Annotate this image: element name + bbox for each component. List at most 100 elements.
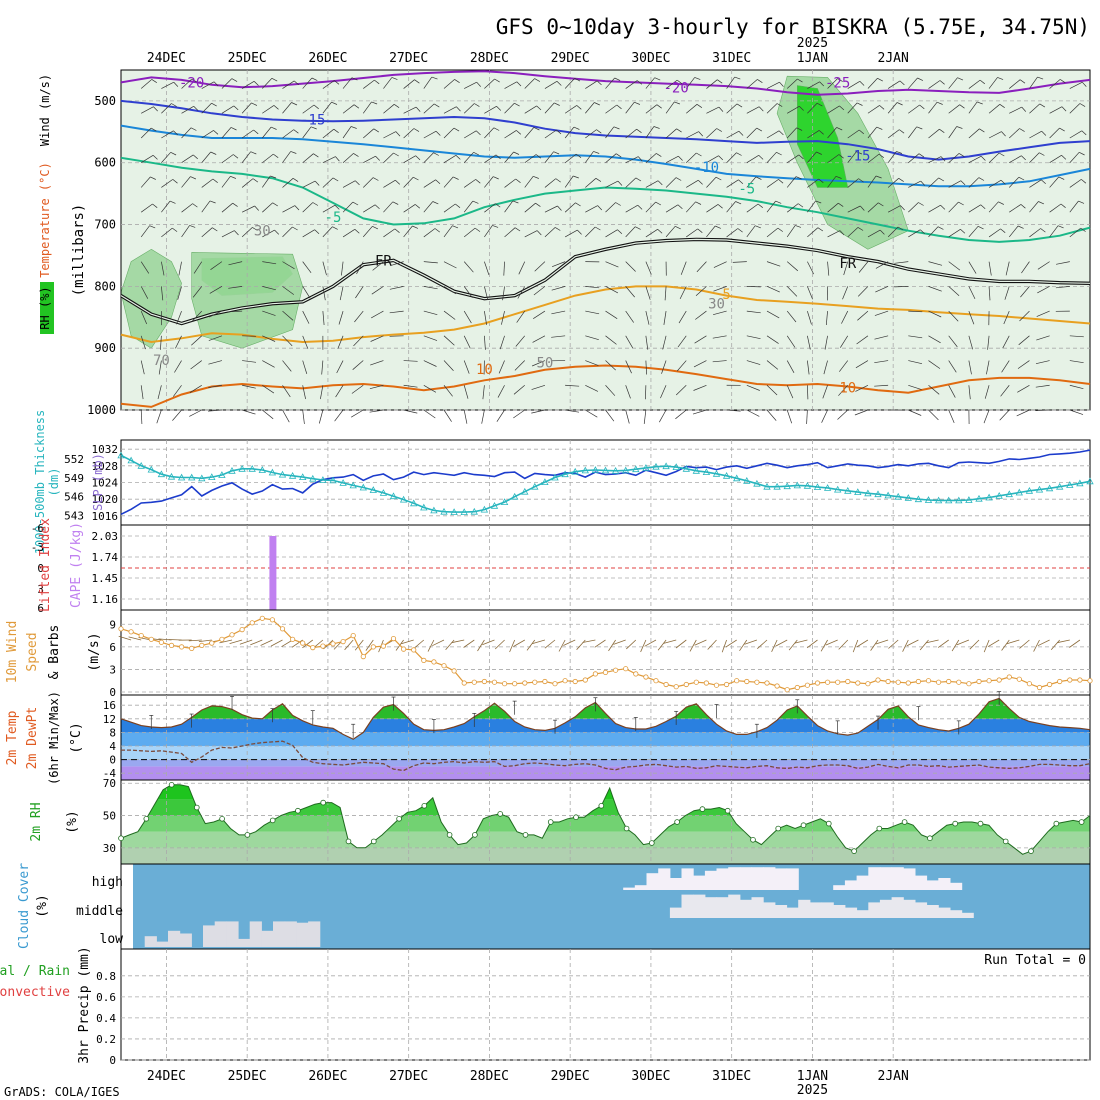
wind-barb-flag [575, 153, 582, 158]
wind-barb [423, 409, 436, 419]
contour-label: 50 [537, 355, 554, 371]
wind-barb [645, 104, 658, 114]
wind-barb-flag [372, 225, 379, 230]
rh-point [320, 799, 327, 806]
slp-tick: 1028 [92, 460, 119, 473]
wind-barb [679, 286, 687, 300]
wind-barb [1069, 335, 1084, 338]
chart-title: GFS 0~10day 3-hourly for BISKRA (5.75E, … [496, 15, 1090, 39]
wind-barb [746, 384, 760, 391]
wind-barb-flag [856, 102, 863, 106]
cloud-cell [868, 902, 881, 918]
wind-barb-flag [1078, 200, 1085, 204]
wind-barb-flag [920, 229, 925, 235]
wind-barb-flag [940, 204, 946, 210]
wind-barb-flag [637, 204, 643, 210]
wind-barb [807, 310, 812, 325]
wind-barb [766, 130, 780, 139]
wind-barb [605, 360, 616, 371]
wind-barb [342, 229, 355, 238]
wind-barb [322, 226, 333, 238]
slp-point [854, 488, 862, 495]
cloud-cell [891, 897, 904, 918]
wind-barb [807, 130, 820, 139]
wind-barb [706, 176, 717, 188]
wind-barb-flag [291, 102, 298, 106]
wind-barb [513, 385, 525, 395]
wind-barb [140, 335, 146, 350]
wind-barb-flag [715, 176, 722, 181]
wind-barb [389, 286, 404, 290]
rh-point [573, 814, 579, 820]
wind-barb [463, 286, 473, 298]
slp-point [450, 508, 458, 515]
wind-barb [140, 409, 143, 425]
wind-speed-point [764, 680, 770, 686]
wind-barb [322, 286, 326, 301]
wind-barb [403, 128, 415, 139]
wind-barb [894, 286, 909, 288]
wind-barb [726, 152, 737, 163]
wind-ylabel-1: 10m Wind [5, 621, 20, 684]
slp-point [480, 505, 489, 513]
wind-barb-flag [414, 204, 421, 209]
cloud-row-label: low [100, 932, 124, 947]
slp-point [783, 482, 791, 490]
wind-barb [443, 335, 455, 346]
wind-barb [262, 409, 274, 420]
wind-barb [625, 204, 638, 213]
wind-barb [712, 360, 727, 363]
cloud-cell [926, 880, 939, 890]
wind-barb [403, 409, 418, 414]
wind-barb [484, 78, 495, 89]
wind-barb-flag [172, 227, 178, 232]
pressure-tick: 800 [94, 279, 116, 293]
slp-point [924, 496, 933, 503]
wind-barb-flag [516, 81, 522, 87]
wind-barb [706, 204, 719, 213]
wind-barb-10m [919, 639, 929, 651]
wind-barb [827, 176, 837, 188]
wind-barb [1002, 335, 1010, 349]
wind-barb [181, 203, 193, 213]
slp-point [632, 465, 640, 473]
wind-barb [1037, 286, 1050, 294]
wind-barb [968, 177, 980, 188]
wind-barb [948, 360, 957, 373]
wind-barb [161, 261, 165, 276]
wind-barb [262, 202, 273, 213]
wind-barb-10m [1037, 639, 1050, 647]
wind-barb-flag [777, 227, 784, 232]
wind-barb [625, 226, 636, 238]
wind-barb [201, 102, 212, 114]
wind-barb [161, 227, 173, 238]
thickness-tick: 549 [64, 472, 84, 485]
wind-barb-10m [721, 639, 727, 653]
wind-barb [141, 106, 154, 114]
wind-barb-flag [675, 177, 682, 181]
wind-barb [842, 286, 849, 300]
wind-barb-10m [870, 639, 879, 651]
wind-barb [141, 155, 154, 164]
wind-barb-flag [860, 205, 865, 211]
wind-barb [908, 202, 919, 213]
wind-barb [706, 79, 718, 89]
wind-barb-flag [716, 128, 722, 132]
wind-speed-line [120, 617, 1091, 691]
wind-barb [1029, 130, 1042, 139]
wind-barb-10m [820, 639, 828, 652]
wind-barb-flag [1000, 228, 1006, 233]
li-tick: -3 [31, 541, 44, 554]
wind-barb [181, 127, 192, 139]
wind-barb [177, 286, 182, 300]
wind-barb [605, 310, 618, 319]
slp-point [420, 503, 428, 511]
wind-barb [423, 384, 437, 393]
cloud-cell [728, 867, 741, 890]
wind-barb [403, 155, 416, 164]
wind-barb [443, 385, 453, 397]
wind-speed-point [976, 678, 982, 685]
wind-barb [948, 180, 962, 188]
wind-barb [565, 409, 580, 413]
wind-barb-flag [556, 129, 562, 135]
